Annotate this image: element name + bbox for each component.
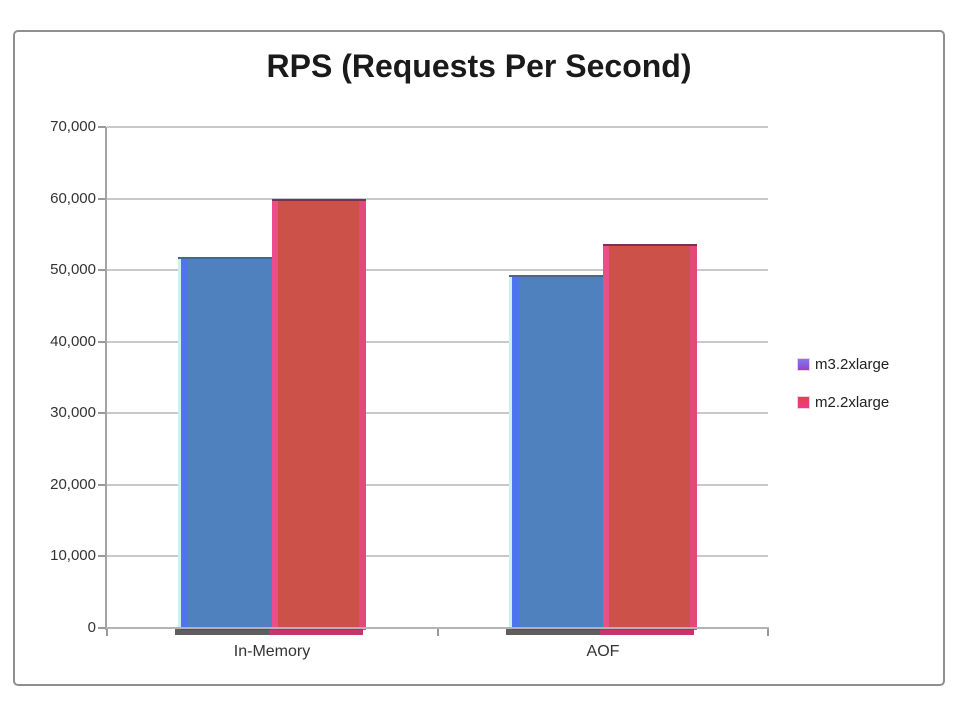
legend-item-m2-2xlarge: m2.2xlarge [797,394,889,411]
y-axis-tick [98,412,106,414]
y-axis-tick-label: 50,000 [50,261,96,278]
y-axis-tick [98,198,106,200]
chart-title: RPS (Requests Per Second) [266,48,692,84]
y-axis-tick [98,126,106,128]
bar-shadow [600,629,694,635]
legend-marker-icon [797,396,810,409]
gridline [107,341,768,343]
y-axis-tick [98,484,106,486]
y-axis-tick-label: 30,000 [50,404,96,421]
y-axis-tick [98,269,106,271]
gridline [107,269,768,271]
bar-m2-2xlarge-in-memory [272,199,366,630]
x-axis-tick [767,629,769,636]
y-axis-tick-label: 40,000 [50,333,96,350]
bar-m3-2xlarge-in-memory [178,257,272,630]
chart-frame [13,30,945,686]
legend-label: m3.2xlarge [815,356,890,373]
gridline [107,555,768,557]
legend-marker-icon [797,358,810,371]
gridline [107,412,768,414]
bar-shadow [269,629,363,635]
legend-item-m3-2xlarge: m3.2xlarge [797,356,889,373]
gridline [107,126,768,128]
gridline [107,484,768,486]
y-axis-tick-label: 20,000 [50,476,96,493]
bar-shadow [175,629,269,635]
x-axis-label-aof: AOF [586,643,620,660]
y-axis-tick [98,341,106,343]
y-axis-tick-label: 60,000 [50,190,96,207]
bar-m3-2xlarge-aof [509,275,603,630]
plot-area [107,126,768,630]
y-axis-tick-label: 70,000 [50,118,96,135]
y-axis-line [105,127,107,630]
legend-label: m2.2xlarge [815,394,890,411]
y-axis-tick [98,627,106,629]
gridline [107,198,768,200]
x-axis-tick [106,629,108,636]
bar-m2-2xlarge-aof [603,244,697,630]
bar-shadow [506,629,600,635]
x-axis-line [106,627,769,629]
y-axis-tick-label: 10,000 [50,547,96,564]
legend: m3.2xlarge m2.2xlarge [797,356,889,432]
y-axis-tick-label: 0 [87,619,96,636]
x-axis-tick [437,629,439,636]
x-axis-label-in-memory: In-Memory [233,643,311,660]
y-axis-tick [98,555,106,557]
